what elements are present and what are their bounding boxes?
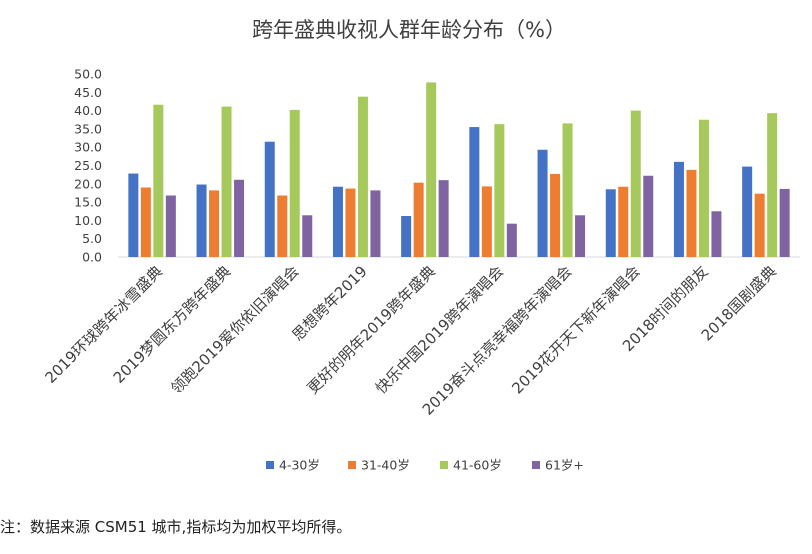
bar [469,127,480,257]
legend: 4-30岁 31-40岁 41-60岁 61岁+ [266,458,584,473]
x-category-label: 2019环球跨年冰雪盛典 [42,262,167,387]
bar [575,215,586,257]
chart-title: 跨年盛典收视人群年龄分布（%） [252,18,566,42]
bar [209,190,220,257]
y-tick-label: 0.0 [82,250,102,265]
bar [128,173,139,257]
bar [345,188,356,257]
legend-swatch [348,461,356,469]
bar [779,188,790,257]
bar [221,106,232,257]
bar [711,211,722,257]
bar [357,96,368,257]
bar [332,186,343,257]
legend-swatch [266,461,274,469]
legend-label: 61岁+ [545,458,584,473]
bar [196,184,207,257]
bar [165,195,176,257]
y-tick-label: 5.0 [82,231,102,246]
bar [426,82,437,257]
bar [264,141,275,257]
legend-label: 31-40岁 [361,458,410,473]
bars [128,82,790,258]
bar [234,179,245,257]
bar [277,195,288,257]
bar [754,193,765,257]
bar [686,169,697,257]
y-tick-label: 30.0 [74,140,102,155]
x-category-label: 2019花开天下新年演唱会 [508,262,643,397]
bar [401,216,412,257]
y-tick-label: 25.0 [74,158,102,173]
bar [494,124,505,257]
bar [643,175,654,257]
y-tick-label: 35.0 [74,121,102,136]
bar [742,166,753,257]
bar [767,113,778,257]
y-axis: 0.0 5.0 10.0 15.0 20.0 25.0 30.0 35.0 40.0 45.0 50… [74,67,102,265]
legend-swatch [532,461,540,469]
bar [481,186,492,257]
bar [413,182,424,257]
bar [537,149,548,257]
bar [698,119,709,257]
bar [562,123,573,257]
legend-label: 41-60岁 [453,458,502,473]
y-tick-label: 45.0 [74,85,102,100]
x-category-label: 更好的明年2019跨年盛典 [304,262,439,397]
legend-swatch [440,461,448,469]
x-axis-category-labels: 2019环球跨年冰雪盛典2019梦圆东方跨年盛典领跑2019爱你依旧演唱会思想跨… [42,262,780,418]
y-tick-label: 15.0 [74,195,102,210]
y-tick-label: 40.0 [74,103,102,118]
bar [438,180,449,257]
bar [618,186,629,257]
bar [289,109,300,258]
bar [630,110,641,257]
bar [302,215,313,257]
bar [605,189,616,257]
x-category-label: 2019梦圆东方跨年盛典 [110,262,235,387]
y-tick-label: 50.0 [74,67,102,82]
legend-label: 4-30岁 [279,458,320,473]
x-category-label: 领跑2019爱你依旧演唱会 [167,262,302,397]
bar [140,187,151,257]
y-tick-label: 20.0 [74,176,102,191]
bar [673,161,684,257]
bar [506,223,517,257]
source-note: 注：数据来源 CSM51 城市,指标均为加权平均所得。 [0,518,352,536]
bar [550,173,561,257]
x-category-label: 快乐中国2019跨年演唱会 [372,262,507,397]
y-tick-label: 10.0 [74,213,102,228]
bar [370,190,381,257]
bar [153,104,164,258]
